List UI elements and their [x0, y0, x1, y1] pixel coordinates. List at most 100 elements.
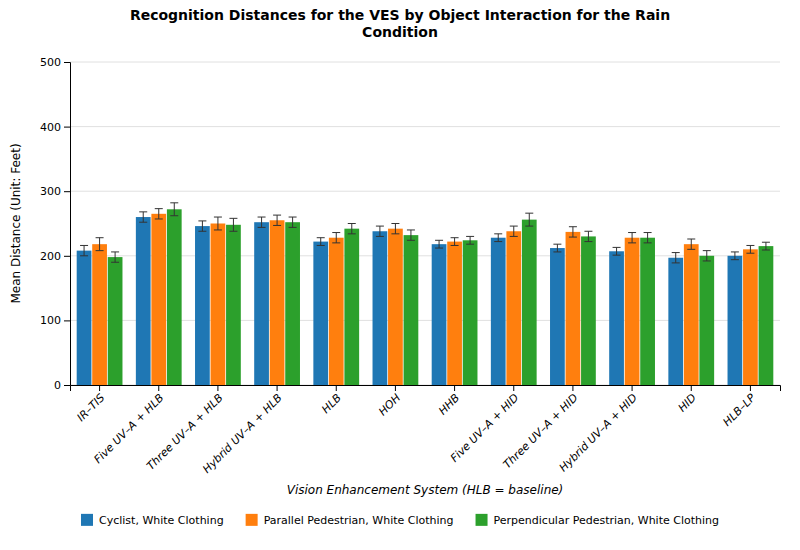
error-bar [584, 231, 592, 241]
bar [167, 209, 182, 385]
error-cap [613, 247, 621, 248]
error-cap [198, 231, 206, 232]
tick-mark [513, 385, 514, 391]
error-cap [348, 223, 356, 224]
error-cap [229, 218, 237, 219]
error-bar [96, 238, 104, 251]
axis-line [64, 63, 71, 386]
tick-label: HID [676, 391, 699, 414]
error-bar [348, 224, 356, 234]
error-bar [407, 230, 415, 240]
tick: Hybrid UV–A + HLB [200, 385, 285, 476]
tick-label: 500 [40, 56, 61, 69]
tick-label: Hybrid UV–A + HID [557, 391, 640, 474]
error-cap [628, 242, 636, 243]
error-bar [687, 239, 695, 249]
bar [92, 244, 107, 385]
error-cap [553, 244, 561, 245]
error-cap [435, 240, 443, 241]
bar [699, 256, 714, 385]
tick: 200 [40, 250, 70, 263]
error-bar [289, 217, 297, 227]
error-bar [80, 245, 88, 255]
error-cap [644, 232, 652, 233]
title-line: Condition [362, 24, 438, 40]
bar [463, 240, 478, 385]
marks [77, 203, 774, 385]
error-bar [332, 233, 340, 243]
error-line [99, 238, 100, 251]
error-cap [111, 262, 119, 263]
bar [329, 238, 344, 385]
tick-mark [99, 385, 100, 391]
error-cap [613, 255, 621, 256]
legend-swatch [476, 514, 488, 526]
grid [70, 62, 780, 385]
bar [211, 224, 226, 386]
error-cap [317, 237, 325, 238]
bar [550, 248, 565, 385]
error-line [616, 247, 617, 255]
error-bar [317, 238, 325, 246]
error-bar [731, 252, 739, 260]
error-line [498, 234, 499, 242]
tick-mark [395, 385, 396, 391]
error-line [588, 231, 589, 241]
legend: Cyclist, White ClothingParallel Pedestri… [81, 514, 719, 527]
bar [625, 238, 640, 385]
error-cap [391, 223, 399, 224]
error-cap [687, 249, 695, 250]
error-line [336, 233, 337, 243]
error-bar [170, 203, 178, 216]
tick-mark [217, 385, 218, 391]
error-cap [553, 251, 561, 252]
error-cap [762, 242, 770, 243]
error-line [320, 238, 321, 246]
error-bar [569, 227, 577, 237]
error-cap [451, 245, 459, 246]
error-cap [672, 262, 680, 263]
error-line [395, 224, 396, 234]
tick: HLB–LP [720, 385, 758, 429]
x-axis: IR–TISFive UV–A + HLBThree UV–A + HLBHyb… [71, 385, 781, 476]
bar [743, 249, 758, 385]
error-cap [155, 218, 163, 219]
bar [728, 256, 743, 385]
tick: 300 [40, 185, 70, 198]
tick-mark [64, 62, 70, 63]
bar [151, 214, 166, 385]
error-bar [214, 217, 222, 230]
error-bar [139, 212, 147, 222]
grid-line [70, 126, 780, 127]
error-cap [672, 252, 680, 253]
error-bar [510, 226, 518, 236]
error-cap [510, 226, 518, 227]
error-cap [376, 226, 384, 227]
error-line [750, 245, 751, 253]
error-cap [687, 239, 695, 240]
legend-item: Parallel Pedestrian, White Clothing [246, 514, 454, 527]
error-cap [214, 217, 222, 218]
bar [195, 226, 210, 385]
error-cap [273, 225, 281, 226]
bar [447, 242, 462, 385]
error-cap [289, 227, 297, 228]
error-cap [198, 220, 206, 221]
error-bar [198, 221, 206, 231]
error-cap [332, 232, 340, 233]
error-bar [672, 253, 680, 263]
tick: HOH [376, 385, 403, 418]
error-cap [214, 229, 222, 230]
bar [640, 238, 655, 385]
tick-mark [572, 385, 573, 391]
tick-label: 300 [40, 185, 61, 198]
tick-label: 100 [40, 314, 61, 327]
bar [108, 257, 123, 385]
error-cap [391, 233, 399, 234]
error-line [513, 226, 514, 236]
tick-mark [336, 385, 337, 391]
bar [77, 251, 92, 385]
bar [668, 258, 683, 385]
tick-mark [64, 320, 70, 321]
error-line [765, 242, 766, 250]
